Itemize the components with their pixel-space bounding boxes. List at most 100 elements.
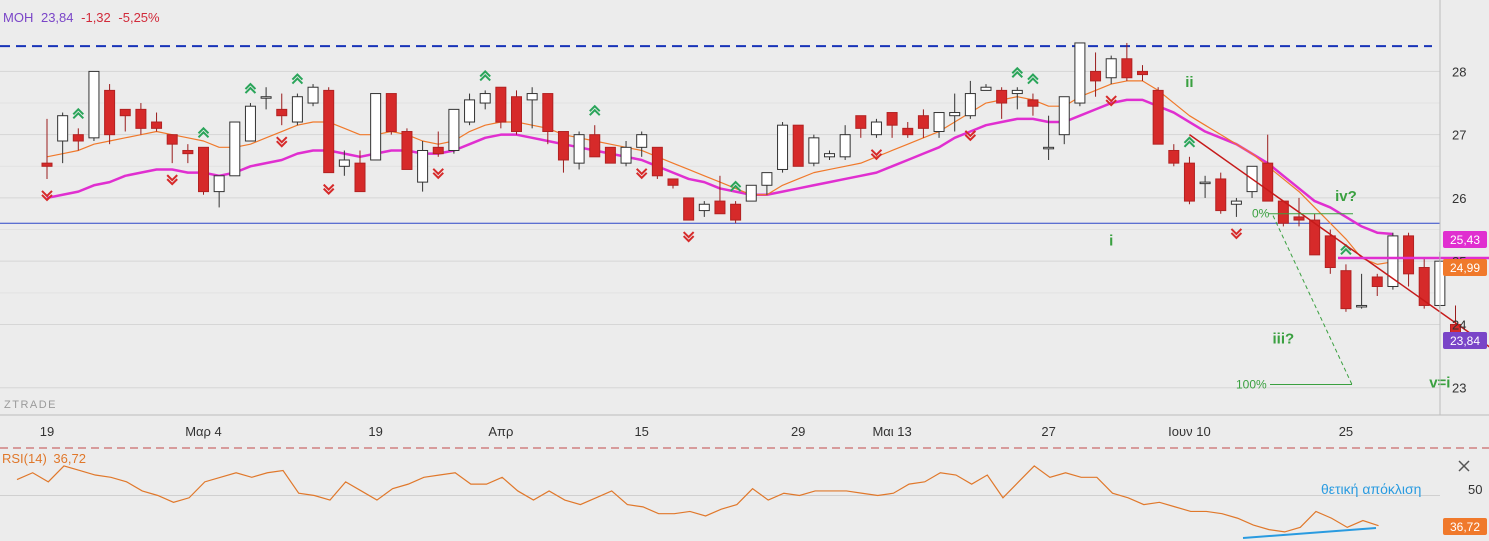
candle-body <box>964 93 976 117</box>
price-label: 25,43 <box>1443 231 1487 248</box>
x-tick-label: 19 <box>40 424 54 439</box>
candle <box>1011 87 1023 110</box>
change-pct: -5,25% <box>118 10 160 25</box>
candle <box>1105 55 1117 85</box>
candle <box>839 125 851 160</box>
axes: 23 24 25 26 27 28 19 Μαρ 4 19 Απρ 15 29 Μαι 13 27 Ιουν… <box>0 0 1489 439</box>
candle <box>260 87 272 110</box>
x-tick-label: Απρ <box>488 424 513 439</box>
candle <box>511 90 522 135</box>
up-arrow-icon <box>1027 73 1039 85</box>
candle <box>1183 156 1195 205</box>
up-arrow-icon <box>1340 243 1352 256</box>
down-arrow-icon <box>682 231 695 243</box>
up-arrow-icon <box>291 73 304 85</box>
fib-projection-line <box>1272 215 1353 385</box>
candle-body <box>761 172 773 186</box>
candle <box>745 184 757 202</box>
candle <box>886 112 898 138</box>
candle <box>1309 213 1321 256</box>
up-arrow-icon <box>197 126 210 139</box>
candle-body <box>448 108 460 151</box>
divergence-label: θετική απόκλιση <box>1321 481 1421 497</box>
candle <box>636 131 648 157</box>
down-arrow-icon <box>1230 228 1243 240</box>
wave-label: ii <box>1185 74 1193 91</box>
candle <box>291 93 303 126</box>
candle-body <box>307 86 319 104</box>
candle-body <box>41 162 53 167</box>
svg-text:RSI(14) 36,72: RSI(14) 36,72 <box>2 451 86 466</box>
candle-body <box>996 89 1008 104</box>
candle-body <box>495 86 507 123</box>
up-arrow-icon <box>589 104 601 116</box>
candle <box>338 150 350 176</box>
candle-body <box>542 93 554 133</box>
candle <box>1090 52 1102 97</box>
x-tick-label: 27 <box>1041 424 1055 439</box>
candle-body <box>370 93 382 161</box>
candle <box>88 70 100 141</box>
candle-body <box>1074 42 1086 104</box>
candle <box>1027 93 1039 116</box>
candle-body <box>1058 96 1070 136</box>
symbol: MOH <box>3 10 33 25</box>
candle-body <box>1356 304 1368 308</box>
candle-body <box>432 146 444 155</box>
down-arrow-icon <box>870 149 883 161</box>
candle-body <box>135 108 147 129</box>
candle-body <box>338 159 350 167</box>
candle-body <box>229 121 241 177</box>
candle <box>996 87 1008 119</box>
candle-body <box>1387 235 1399 287</box>
fib-hundred-label: 100% <box>1236 378 1267 392</box>
price-label-bg <box>1443 259 1487 276</box>
candle-body <box>886 112 898 126</box>
candle-body <box>213 175 225 193</box>
candle <box>573 131 585 170</box>
candle <box>41 118 53 179</box>
change: -1,32 <box>81 10 111 25</box>
candle-body <box>589 134 601 158</box>
candle-body <box>933 112 945 133</box>
price-label-text: 24,99 <box>1450 261 1480 275</box>
candle <box>57 112 69 164</box>
candle-body <box>714 200 726 215</box>
candle-body <box>667 178 679 186</box>
candle <box>479 90 491 110</box>
y-tick-label: 27 <box>1452 128 1466 143</box>
up-arrow-icon <box>244 82 257 94</box>
up-arrow-icon <box>729 180 742 192</box>
candle <box>526 87 538 129</box>
candle <box>1387 232 1399 290</box>
close-icon[interactable] <box>1458 460 1470 472</box>
down-arrow-icon <box>322 183 335 196</box>
candle <box>1043 115 1055 160</box>
candle-body <box>526 93 538 101</box>
candle <box>1058 96 1070 145</box>
candle-body <box>839 134 851 158</box>
rsi-value: 36,72 <box>53 451 86 466</box>
fib-zero-label: 0% <box>1252 207 1270 221</box>
down-arrow-icon <box>276 136 288 148</box>
candle-body <box>291 96 303 123</box>
svg-text:MOH 23,84 -1,3: MOH 23,84 -1,32 -5,25% <box>3 10 160 25</box>
candle-body <box>1262 162 1274 202</box>
candle-body <box>401 131 413 170</box>
candle <box>354 150 366 193</box>
candle <box>933 112 945 138</box>
candle-body <box>557 131 569 161</box>
trendline <box>1189 134 1489 348</box>
candle-body <box>1418 267 1430 306</box>
candle <box>72 128 84 151</box>
candle-body <box>166 134 178 145</box>
divergence-line <box>1242 527 1377 539</box>
candle-body <box>745 184 757 202</box>
candle <box>432 131 444 157</box>
candle-body <box>1027 99 1039 107</box>
candle-body <box>792 124 804 167</box>
candle <box>119 108 131 132</box>
candle-body <box>980 86 992 91</box>
y-tick-label: 24 <box>1452 317 1466 332</box>
